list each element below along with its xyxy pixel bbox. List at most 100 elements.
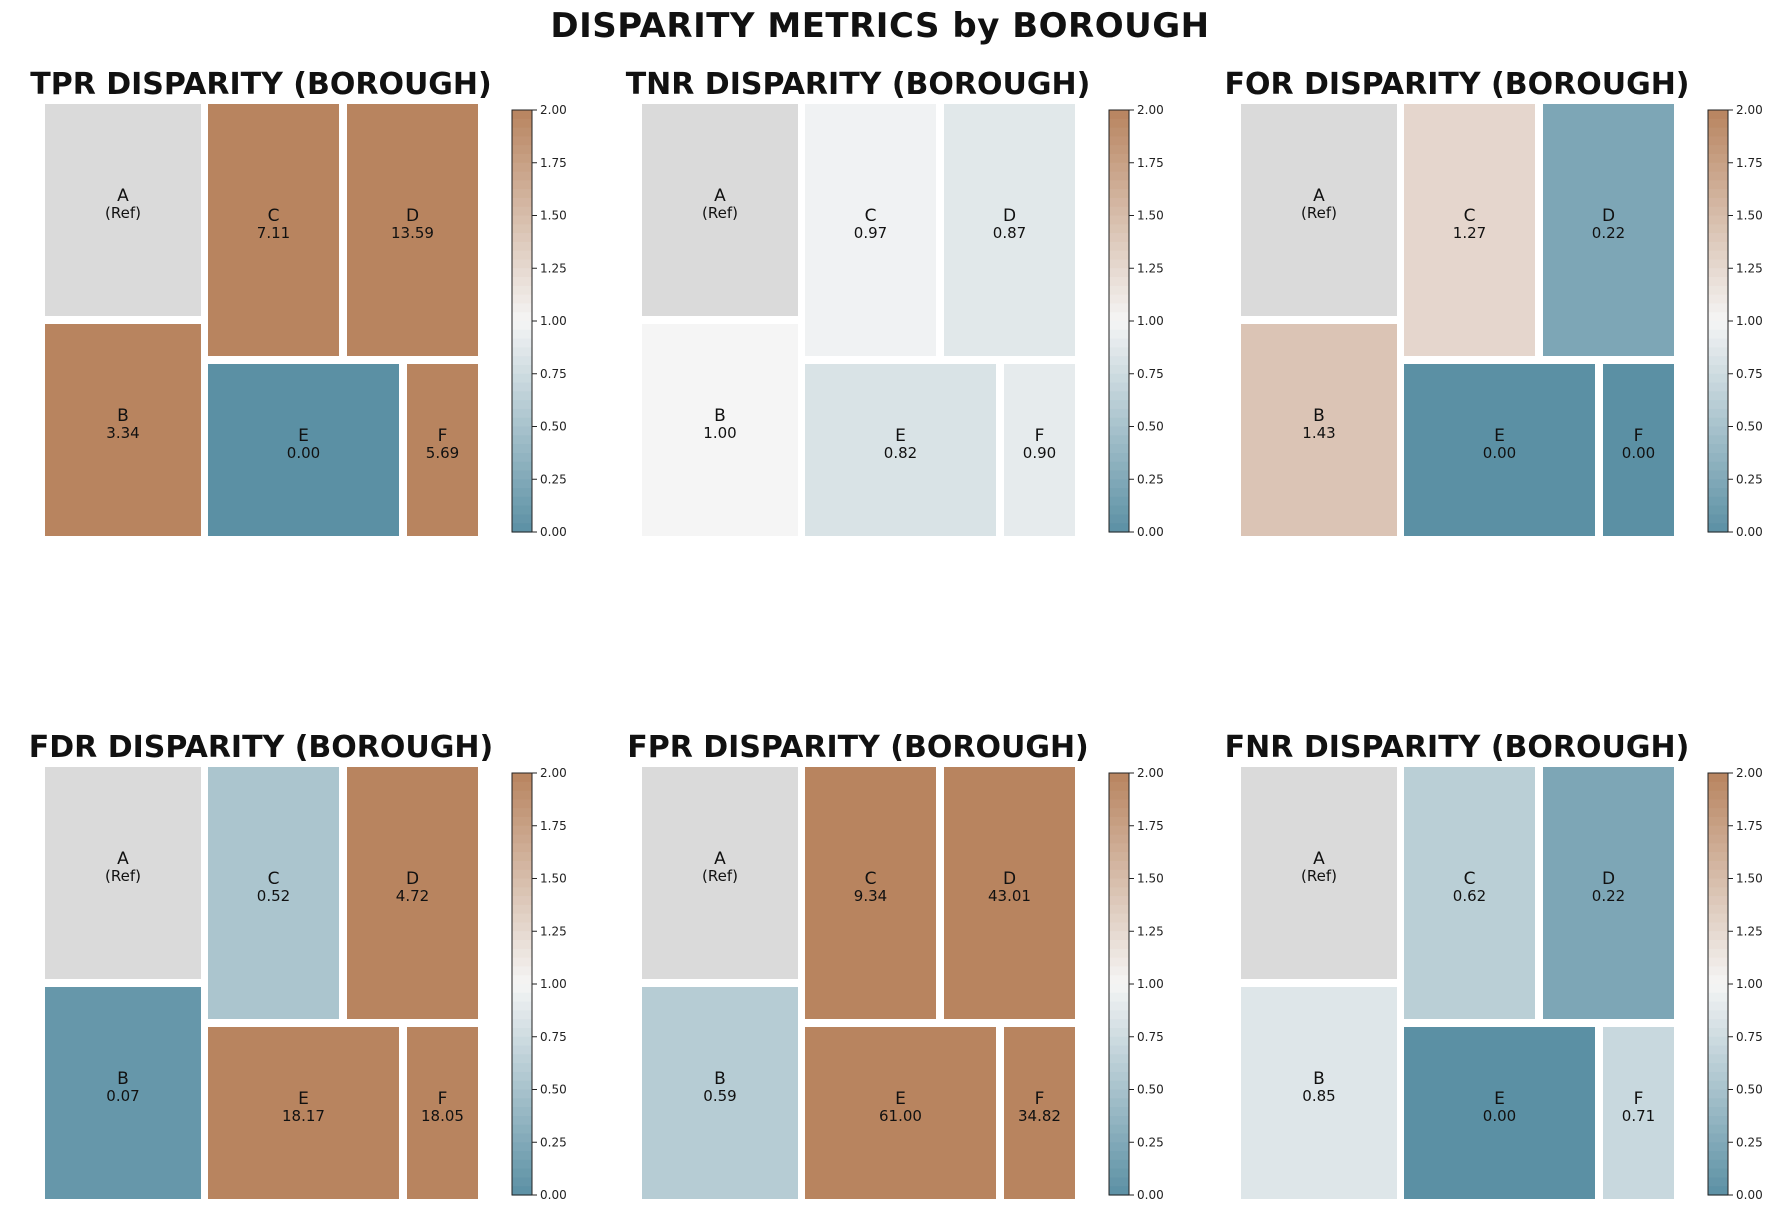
colorbar-segment bbox=[1109, 940, 1129, 950]
colorbar-segment bbox=[512, 1019, 532, 1029]
colorbar-segment bbox=[512, 1107, 532, 1117]
colorbar-segment bbox=[1109, 435, 1129, 445]
cell-value-label: 61.00 bbox=[879, 1107, 922, 1125]
colorbar-segment bbox=[1109, 773, 1129, 783]
colorbar-segment bbox=[1708, 1010, 1728, 1020]
colorbar-segment bbox=[512, 145, 532, 155]
colorbar-tick-label: 1.25 bbox=[540, 924, 567, 938]
colorbar-tick-label: 1.00 bbox=[1137, 314, 1164, 328]
colorbar-segment bbox=[1708, 1027, 1728, 1038]
colorbar-segment bbox=[1708, 1107, 1728, 1117]
colorbar-segment bbox=[512, 523, 532, 533]
cell-value-label: 0.00 bbox=[1483, 444, 1516, 462]
colorbar-segment bbox=[1109, 1115, 1129, 1126]
colorbar-segment bbox=[1109, 852, 1129, 862]
colorbar-segment bbox=[1708, 479, 1728, 489]
colorbar-segment bbox=[512, 303, 532, 313]
cell-value-label: (Ref) bbox=[1301, 867, 1337, 885]
cell-label: E bbox=[1494, 1089, 1505, 1109]
treemap-cell bbox=[805, 1027, 996, 1199]
colorbar-tick-label: 1.75 bbox=[1736, 156, 1763, 170]
colorbar-tick-label: 1.25 bbox=[1736, 261, 1763, 275]
colorbar-segment bbox=[512, 356, 532, 366]
colorbar-tick-label: 1.50 bbox=[1736, 872, 1763, 886]
treemap-cell bbox=[642, 987, 798, 1199]
colorbar-segment bbox=[1708, 189, 1728, 199]
colorbar-segment bbox=[1109, 400, 1129, 410]
colorbar-tick-label: 1.75 bbox=[540, 819, 567, 833]
cell-value-label: 1.00 bbox=[703, 424, 736, 442]
cell-value-label: 0.00 bbox=[1622, 444, 1655, 462]
colorbar-tick-label: 1.00 bbox=[1736, 314, 1763, 328]
cell-label: C bbox=[268, 206, 280, 226]
colorbar-segment bbox=[1708, 1089, 1728, 1099]
colorbar-segment bbox=[1708, 488, 1728, 498]
colorbar-segment bbox=[512, 1098, 532, 1108]
cell-value-label: 43.01 bbox=[988, 887, 1031, 905]
treemap-cell bbox=[1603, 364, 1674, 536]
cell-value-label: 0.00 bbox=[287, 444, 320, 462]
colorbar-segment bbox=[1708, 259, 1728, 269]
colorbar-segment bbox=[512, 444, 532, 454]
colorbar-segment bbox=[512, 922, 532, 932]
colorbar-segment bbox=[1708, 461, 1728, 472]
treemap-cell bbox=[45, 987, 201, 1199]
colorbar-tick-label: 2.00 bbox=[1736, 766, 1763, 780]
colorbar-segment bbox=[1109, 896, 1129, 906]
colorbar-segment bbox=[512, 904, 532, 915]
colorbar-segment bbox=[512, 878, 532, 888]
colorbar-segment bbox=[1708, 294, 1728, 305]
colorbar-segment bbox=[1109, 277, 1129, 287]
colorbar-segment bbox=[512, 400, 532, 410]
colorbar-segment bbox=[1109, 975, 1129, 985]
colorbar-segment bbox=[1109, 1186, 1129, 1196]
panel-title: TPR DISPARITY (BOROUGH) bbox=[30, 67, 492, 102]
colorbar-segment bbox=[1708, 312, 1728, 322]
treemap-cell bbox=[1404, 104, 1535, 356]
colorbar-segment bbox=[1708, 1019, 1728, 1029]
colorbar-segment bbox=[512, 373, 532, 384]
colorbar-segment bbox=[1109, 505, 1129, 516]
colorbar-segment bbox=[1708, 1159, 1728, 1170]
colorbar-segment bbox=[1109, 1010, 1129, 1020]
colorbar-segment bbox=[512, 153, 532, 164]
colorbar-tick-label: 1.50 bbox=[540, 872, 567, 886]
colorbar-segment bbox=[1109, 514, 1129, 524]
colorbar-segment bbox=[512, 1186, 532, 1196]
colorbar-segment bbox=[1109, 1027, 1129, 1038]
colorbar-segment bbox=[1708, 347, 1728, 357]
colorbar-segment bbox=[1109, 825, 1129, 836]
colorbar-segment bbox=[512, 948, 532, 959]
treemap-panel: FOR DISPARITY (BOROUGH) A(Ref) B1.43 C1.27 D… bbox=[1224, 67, 1762, 539]
cell-label: E bbox=[298, 426, 309, 446]
treemap-cell bbox=[805, 364, 996, 536]
cell-label: E bbox=[895, 426, 906, 446]
colorbar-segment bbox=[1109, 417, 1129, 428]
colorbar-segment bbox=[1708, 321, 1728, 331]
panel-title: FOR DISPARITY (BOROUGH) bbox=[1224, 67, 1689, 102]
figure-title: DISPARITY METRICS by BOROUGH bbox=[550, 6, 1210, 46]
colorbar-segment bbox=[512, 250, 532, 261]
colorbar-segment bbox=[512, 1001, 532, 1011]
cell-label: B bbox=[1313, 1069, 1325, 1089]
colorbar-segment bbox=[1708, 215, 1728, 225]
colorbar-segment bbox=[512, 1159, 532, 1170]
colorbar-segment bbox=[1109, 790, 1129, 800]
colorbar-segment bbox=[1109, 294, 1129, 305]
colorbar-segment bbox=[512, 808, 532, 818]
colorbar-segment bbox=[1109, 241, 1129, 252]
cell-label: C bbox=[865, 869, 877, 889]
colorbar-segment bbox=[1708, 922, 1728, 932]
colorbar-tick-label: 0.25 bbox=[1137, 472, 1164, 486]
colorbar-segment bbox=[1109, 834, 1129, 844]
colorbar-segment bbox=[1708, 825, 1728, 836]
colorbar-tick-label: 2.00 bbox=[1137, 766, 1164, 780]
colorbar-segment bbox=[1109, 957, 1129, 968]
colorbar-tick-label: 1.75 bbox=[1137, 156, 1164, 170]
colorbar-segment bbox=[1109, 1107, 1129, 1117]
cell-value-label: 9.34 bbox=[854, 887, 887, 905]
treemap-cell bbox=[208, 767, 339, 1019]
colorbar-tick-label: 1.75 bbox=[1736, 819, 1763, 833]
colorbar-segment bbox=[1708, 781, 1728, 792]
treemap-panel: TPR DISPARITY (BOROUGH) A(Ref) B3.34 C7.11 D… bbox=[30, 67, 566, 539]
